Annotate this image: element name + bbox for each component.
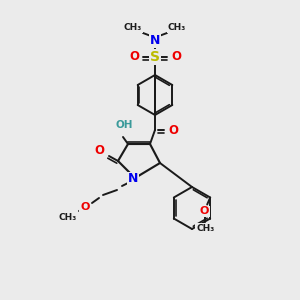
- Text: O: O: [168, 124, 178, 136]
- Text: N: N: [150, 34, 160, 46]
- Text: O: O: [171, 50, 181, 64]
- Text: O: O: [129, 50, 139, 64]
- Text: S: S: [150, 50, 160, 64]
- Text: CH₃: CH₃: [124, 23, 142, 32]
- Text: O: O: [200, 206, 209, 217]
- Text: CH₃: CH₃: [59, 214, 77, 223]
- Text: OH: OH: [115, 120, 133, 130]
- Text: CH₃: CH₃: [196, 224, 214, 233]
- Text: O: O: [94, 145, 104, 158]
- Text: CH₃: CH₃: [168, 23, 186, 32]
- Text: O: O: [80, 202, 90, 212]
- Text: N: N: [128, 172, 138, 185]
